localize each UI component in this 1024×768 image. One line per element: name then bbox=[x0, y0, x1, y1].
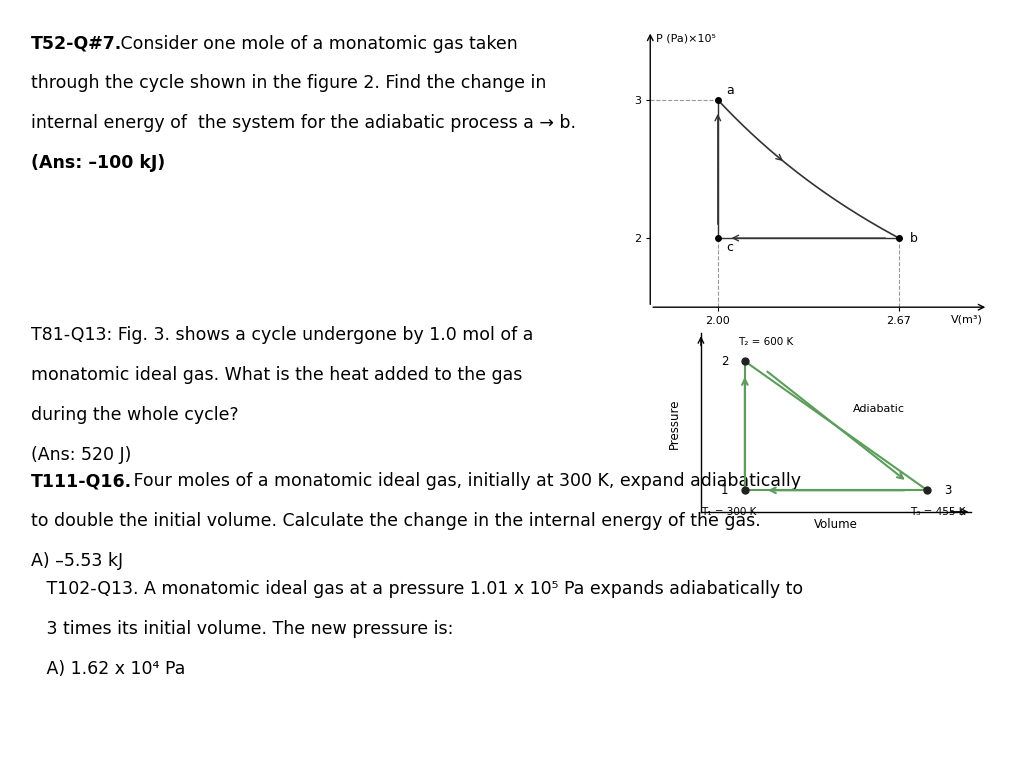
Text: T₂ = 600 K: T₂ = 600 K bbox=[738, 337, 794, 347]
Text: b: b bbox=[909, 232, 918, 244]
Text: A) –5.53 kJ: A) –5.53 kJ bbox=[31, 552, 123, 570]
Text: to double the initial volume. Calculate the change in the internal energy of the: to double the initial volume. Calculate … bbox=[31, 512, 761, 530]
Text: 3: 3 bbox=[944, 484, 951, 497]
Text: during the whole cycle?: during the whole cycle? bbox=[31, 406, 239, 424]
Text: A) 1.62 x 10⁴ Pa: A) 1.62 x 10⁴ Pa bbox=[41, 660, 185, 677]
Text: Volume: Volume bbox=[814, 518, 858, 531]
Text: T52-Q#7.: T52-Q#7. bbox=[31, 35, 122, 52]
Text: Four moles of a monatomic ideal gas, initially at 300 K, expand adiabatically: Four moles of a monatomic ideal gas, ini… bbox=[128, 472, 801, 490]
Text: internal energy of  the system for the adiabatic process a → b.: internal energy of the system for the ad… bbox=[31, 114, 575, 132]
Text: Pressure: Pressure bbox=[668, 399, 680, 449]
Text: 3 times its initial volume. The new pressure is:: 3 times its initial volume. The new pres… bbox=[41, 620, 454, 637]
Text: a: a bbox=[726, 84, 733, 98]
Text: Adiabatic: Adiabatic bbox=[853, 403, 905, 414]
Text: T₁ = 300 K: T₁ = 300 K bbox=[700, 507, 757, 517]
Text: (Ans: –100 kJ): (Ans: –100 kJ) bbox=[31, 154, 165, 172]
Text: V(m³): V(m³) bbox=[951, 314, 983, 324]
Text: Consider one mole of a monatomic gas taken: Consider one mole of a monatomic gas tak… bbox=[115, 35, 517, 52]
Text: (Ans: 520 J): (Ans: 520 J) bbox=[31, 446, 131, 464]
Text: 1: 1 bbox=[721, 484, 728, 497]
Text: T102-Q13. A monatomic ideal gas at a pressure 1.01 x 10⁵ Pa expands adiabaticall: T102-Q13. A monatomic ideal gas at a pre… bbox=[41, 580, 803, 598]
Text: T111-Q16.: T111-Q16. bbox=[31, 472, 132, 490]
Text: through the cycle shown in the figure 2. Find the change in: through the cycle shown in the figure 2.… bbox=[31, 74, 546, 92]
Text: P (Pa)×10⁵: P (Pa)×10⁵ bbox=[655, 34, 716, 44]
Text: c: c bbox=[726, 240, 733, 253]
Text: 2: 2 bbox=[721, 355, 728, 368]
Text: T₃ = 455 K: T₃ = 455 K bbox=[910, 507, 966, 517]
Text: monatomic ideal gas. What is the heat added to the gas: monatomic ideal gas. What is the heat ad… bbox=[31, 366, 522, 384]
Text: T81-Q13: Fig. 3. shows a cycle undergone by 1.0 mol of a: T81-Q13: Fig. 3. shows a cycle undergone… bbox=[31, 326, 534, 344]
